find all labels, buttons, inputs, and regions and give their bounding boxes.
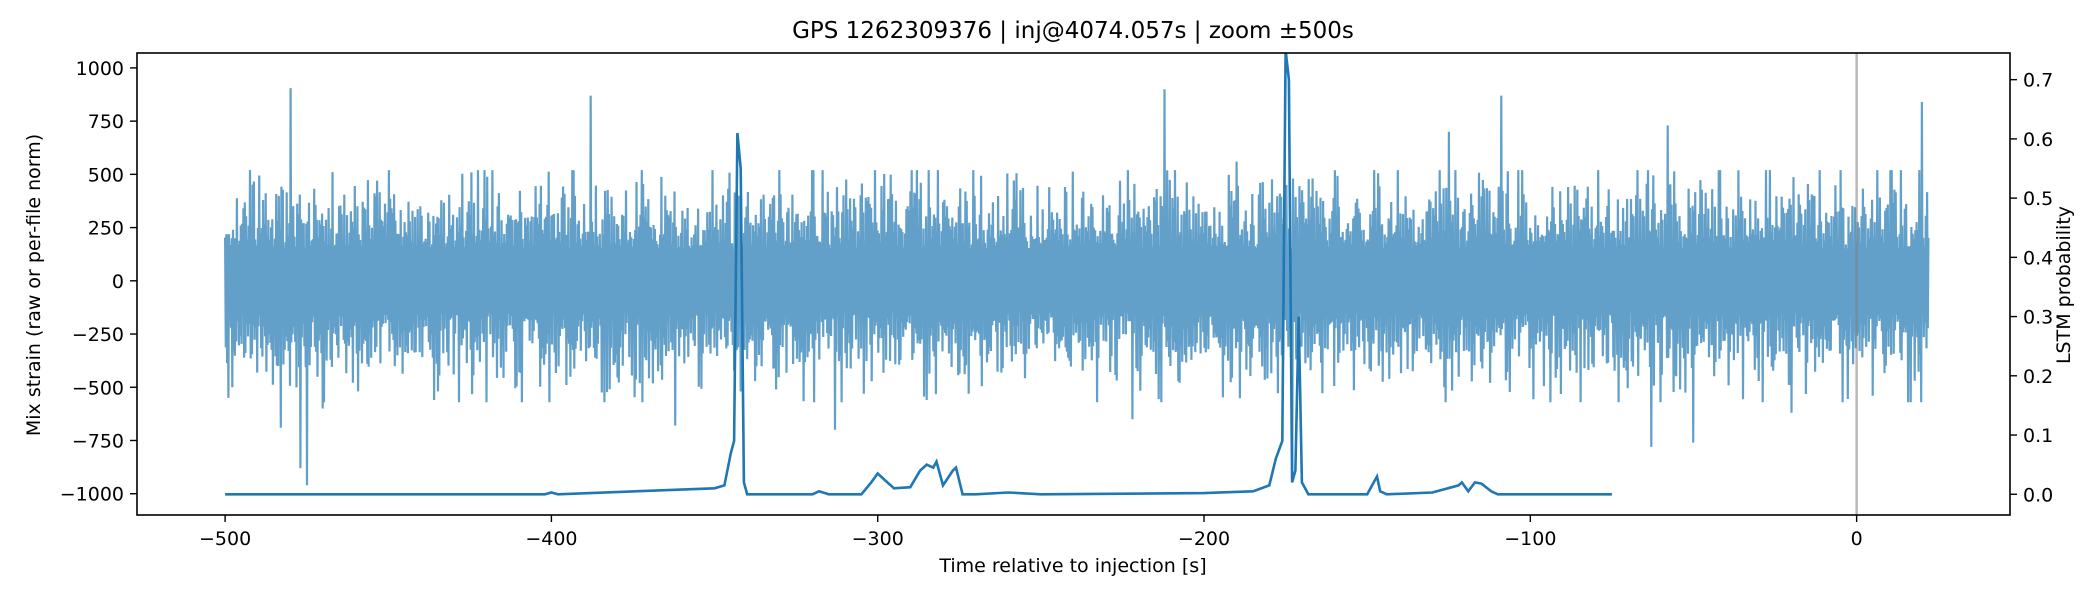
y-right-tick-label: 0.0 bbox=[2023, 484, 2053, 506]
y-left-tick-label: 1000 bbox=[76, 58, 124, 80]
y-left-tick-label: 750 bbox=[88, 111, 124, 133]
plot-area bbox=[224, 53, 1930, 515]
axes: −500 −400 −300 −200 −100 010007505002500−250−… bbox=[60, 52, 2053, 550]
y-left-tick-label: 250 bbox=[88, 218, 124, 240]
y-right-tick-label: 0.4 bbox=[2023, 247, 2053, 269]
y-right-tick-label: 0.6 bbox=[2023, 129, 2053, 151]
y-right-tick-label: 0.5 bbox=[2023, 188, 2053, 210]
chart-title: GPS 1262309376 | inj@4074.057s | zoom ±5… bbox=[792, 18, 1354, 44]
x-tick-label: −400 bbox=[525, 528, 577, 550]
y-left-tick-label: −500 bbox=[72, 377, 124, 399]
x-tick-label: 0 bbox=[1851, 528, 1863, 550]
y-left-tick-label: 0 bbox=[112, 271, 124, 293]
lstm-probability-line bbox=[225, 53, 1612, 496]
y-right-tick-label: 0.2 bbox=[2023, 366, 2053, 388]
x-tick-label: −500 bbox=[199, 528, 251, 550]
x-tick-label: −200 bbox=[1178, 528, 1230, 550]
y-left-tick-label: −750 bbox=[72, 430, 124, 452]
y-left-tick-label: −250 bbox=[72, 324, 124, 346]
y-axis-label-left: Mix strain (raw or per-file norm) bbox=[23, 134, 45, 436]
y-left-tick-label: −1000 bbox=[60, 484, 124, 506]
x-tick-label: −100 bbox=[1504, 528, 1556, 550]
y-left-tick-label: 500 bbox=[88, 164, 124, 186]
strain-series-line bbox=[224, 88, 1930, 486]
x-tick-label: −300 bbox=[852, 528, 904, 550]
x-axis-label: Time relative to injection [s] bbox=[938, 555, 1206, 577]
plot-frame bbox=[136, 52, 2011, 516]
y-right-tick-label: 0.3 bbox=[2023, 307, 2053, 329]
y-right-tick-label: 0.1 bbox=[2023, 425, 2053, 447]
y-axis-label-right: LSTM probability bbox=[2053, 206, 2075, 364]
y-right-tick-label: 0.7 bbox=[2023, 70, 2053, 92]
